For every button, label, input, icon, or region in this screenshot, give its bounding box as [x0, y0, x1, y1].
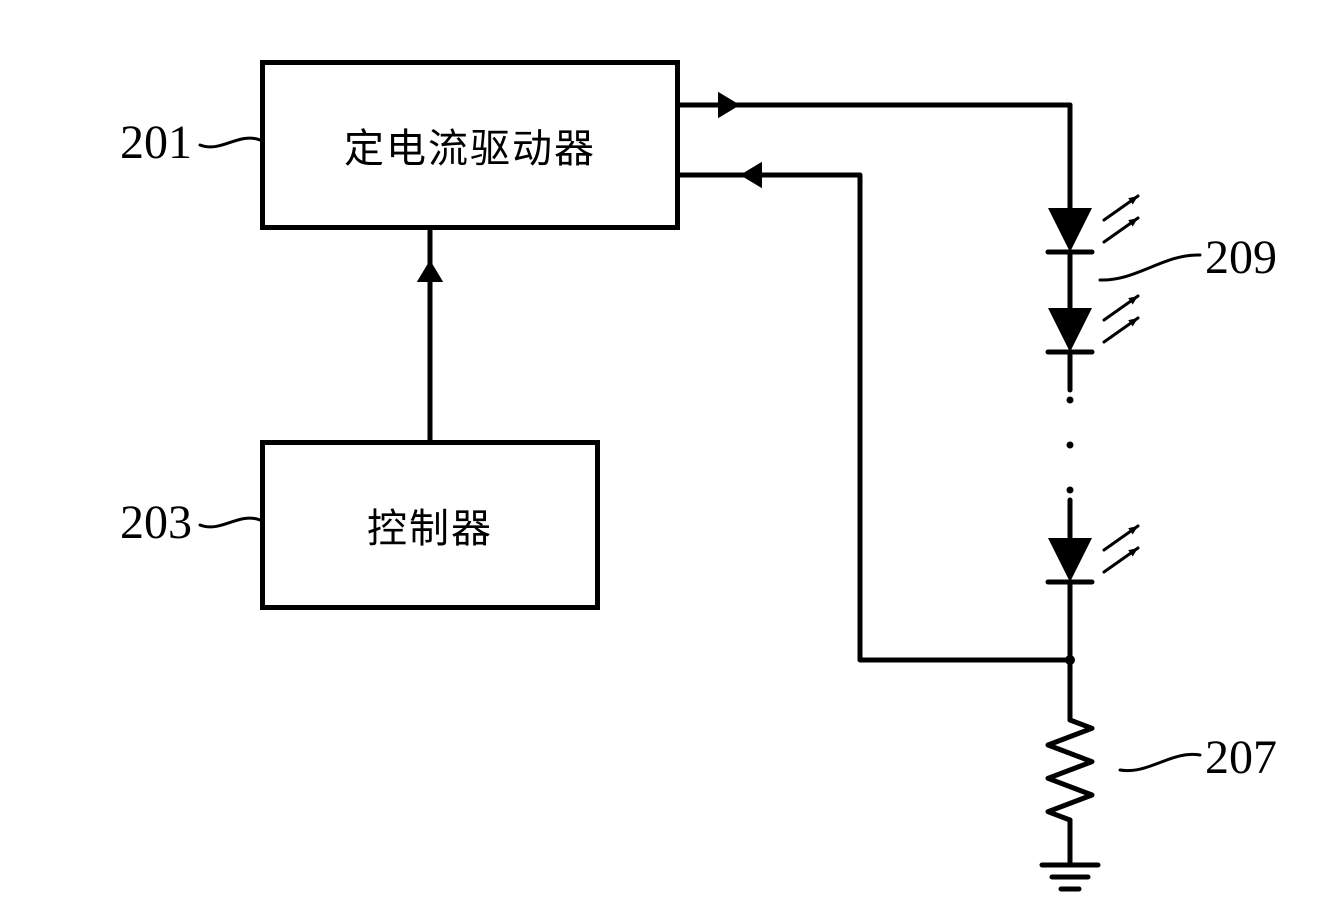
controller-label: 控制器 [367, 496, 493, 554]
ref-209: 209 [1205, 230, 1277, 285]
ref-201: 201 [120, 115, 192, 170]
controller-block: 控制器 [260, 440, 600, 610]
ref-207: 207 [1205, 730, 1277, 785]
diagram-canvas: 定电流驱动器 控制器 201 203 209 207 [0, 0, 1325, 916]
constant-current-driver-block: 定电流驱动器 [260, 60, 680, 230]
ref-203: 203 [120, 495, 192, 550]
driver-label: 定电流驱动器 [344, 116, 596, 174]
